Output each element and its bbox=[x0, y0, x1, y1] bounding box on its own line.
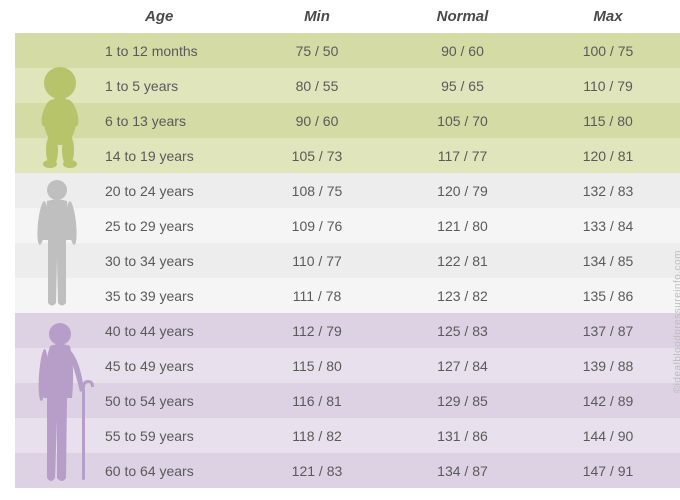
table-row: 35 to 39 years111 / 78123 / 82135 / 86 bbox=[15, 278, 680, 313]
cell-age: 25 to 29 years bbox=[15, 208, 245, 243]
cell-max: 100 / 75 bbox=[536, 33, 680, 68]
cell-age: 6 to 13 years bbox=[15, 103, 245, 138]
credit-text: ©idealbloodpressureinfo.com bbox=[673, 250, 680, 393]
table-row: 25 to 29 years109 / 76121 / 80133 / 84 bbox=[15, 208, 680, 243]
cell-age: 35 to 39 years bbox=[15, 278, 245, 313]
col-max: Max bbox=[536, 0, 680, 33]
header-row: Age Min Normal Max bbox=[15, 0, 680, 33]
cell-min: 75 / 50 bbox=[245, 33, 389, 68]
table-row: 45 to 49 years115 / 80127 / 84139 / 88 bbox=[15, 348, 680, 383]
cell-max: 137 / 87 bbox=[536, 313, 680, 348]
table-row: 60 to 64 years121 / 83134 / 87147 / 91 bbox=[15, 453, 680, 488]
cell-max: 139 / 88 bbox=[536, 348, 680, 383]
cell-normal: 134 / 87 bbox=[389, 453, 536, 488]
cell-max: 115 / 80 bbox=[536, 103, 680, 138]
cell-min: 118 / 82 bbox=[245, 418, 389, 453]
cell-normal: 105 / 70 bbox=[389, 103, 536, 138]
cell-min: 111 / 78 bbox=[245, 278, 389, 313]
table-row: 14 to 19 years105 / 73117 / 77120 / 81 bbox=[15, 138, 680, 173]
cell-max: 135 / 86 bbox=[536, 278, 680, 313]
col-normal: Normal bbox=[389, 0, 536, 33]
cell-age: 1 to 12 months bbox=[15, 33, 245, 68]
cell-min: 109 / 76 bbox=[245, 208, 389, 243]
cell-min: 116 / 81 bbox=[245, 383, 389, 418]
cell-normal: 122 / 81 bbox=[389, 243, 536, 278]
cell-age: 14 to 19 years bbox=[15, 138, 245, 173]
cell-min: 110 / 77 bbox=[245, 243, 389, 278]
cell-age: 50 to 54 years bbox=[15, 383, 245, 418]
cell-max: 132 / 83 bbox=[536, 173, 680, 208]
table-row: 1 to 5 years80 / 5595 / 65110 / 79 bbox=[15, 68, 680, 103]
cell-max: 110 / 79 bbox=[536, 68, 680, 103]
cell-age: 40 to 44 years bbox=[15, 313, 245, 348]
table-row: 30 to 34 years110 / 77122 / 81134 / 85 bbox=[15, 243, 680, 278]
cell-normal: 121 / 80 bbox=[389, 208, 536, 243]
cell-age: 20 to 24 years bbox=[15, 173, 245, 208]
bp-by-age-table: Age Min Normal Max 1 to 12 months75 / 50… bbox=[15, 0, 680, 488]
cell-max: 120 / 81 bbox=[536, 138, 680, 173]
table-row: 55 to 59 years118 / 82131 / 86144 / 90 bbox=[15, 418, 680, 453]
cell-min: 108 / 75 bbox=[245, 173, 389, 208]
cell-normal: 123 / 82 bbox=[389, 278, 536, 313]
col-age: Age bbox=[15, 0, 245, 33]
col-min: Min bbox=[245, 0, 389, 33]
cell-age: 1 to 5 years bbox=[15, 68, 245, 103]
cell-min: 121 / 83 bbox=[245, 453, 389, 488]
cell-min: 112 / 79 bbox=[245, 313, 389, 348]
table-row: 20 to 24 years108 / 75120 / 79132 / 83 bbox=[15, 173, 680, 208]
cell-age: 45 to 49 years bbox=[15, 348, 245, 383]
cell-max: 134 / 85 bbox=[536, 243, 680, 278]
table-row: 1 to 12 months75 / 5090 / 60100 / 75 bbox=[15, 33, 680, 68]
cell-max: 142 / 89 bbox=[536, 383, 680, 418]
cell-age: 30 to 34 years bbox=[15, 243, 245, 278]
cell-max: 144 / 90 bbox=[536, 418, 680, 453]
cell-min: 105 / 73 bbox=[245, 138, 389, 173]
cell-normal: 125 / 83 bbox=[389, 313, 536, 348]
cell-normal: 127 / 84 bbox=[389, 348, 536, 383]
cell-min: 90 / 60 bbox=[245, 103, 389, 138]
table-row: 6 to 13 years90 / 60105 / 70115 / 80 bbox=[15, 103, 680, 138]
cell-age: 55 to 59 years bbox=[15, 418, 245, 453]
cell-min: 80 / 55 bbox=[245, 68, 389, 103]
table-row: 50 to 54 years116 / 81129 / 85142 / 89 bbox=[15, 383, 680, 418]
cell-normal: 129 / 85 bbox=[389, 383, 536, 418]
cell-max: 133 / 84 bbox=[536, 208, 680, 243]
table-row: 40 to 44 years112 / 79125 / 83137 / 87 bbox=[15, 313, 680, 348]
cell-min: 115 / 80 bbox=[245, 348, 389, 383]
cell-age: 60 to 64 years bbox=[15, 453, 245, 488]
cell-normal: 90 / 60 bbox=[389, 33, 536, 68]
cell-normal: 131 / 86 bbox=[389, 418, 536, 453]
cell-normal: 120 / 79 bbox=[389, 173, 536, 208]
cell-normal: 117 / 77 bbox=[389, 138, 536, 173]
cell-max: 147 / 91 bbox=[536, 453, 680, 488]
cell-normal: 95 / 65 bbox=[389, 68, 536, 103]
